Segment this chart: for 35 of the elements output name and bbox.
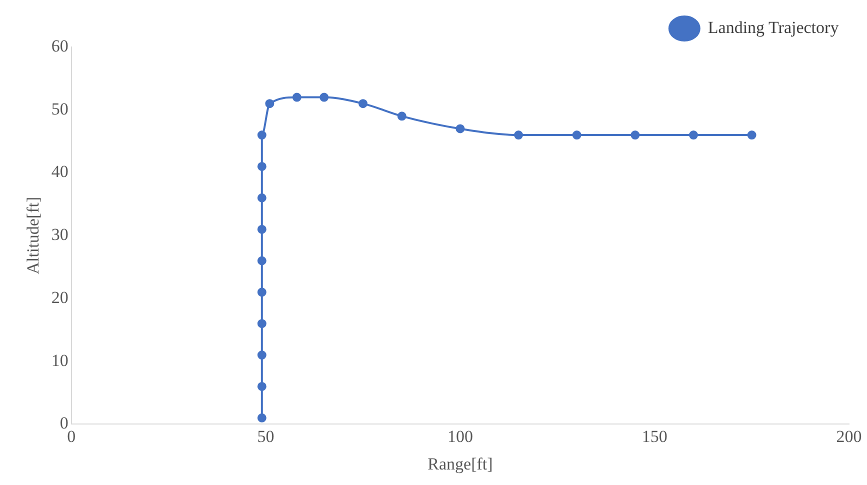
point: [257, 130, 266, 140]
y-tick-label: 10: [51, 350, 68, 370]
point: [257, 288, 266, 297]
point: [265, 99, 274, 108]
point: [358, 99, 368, 108]
point: [257, 350, 266, 360]
point: [257, 382, 266, 391]
y-tick-label: 0: [60, 414, 68, 433]
point: [514, 130, 524, 140]
point: [397, 112, 406, 121]
point: [292, 92, 302, 102]
x-tick-label: 100: [447, 426, 473, 446]
y-tick-label: 60: [51, 36, 68, 56]
point: [456, 124, 465, 134]
y-tick-label: 30: [51, 225, 68, 244]
y-axis-title: Altitude[ft]: [24, 196, 43, 274]
x-tick-label: 50: [257, 426, 274, 446]
legend-label: Landing Trajectory: [708, 18, 840, 37]
point: [572, 130, 582, 140]
point: [747, 130, 756, 140]
y-tick-label: 50: [51, 99, 68, 118]
point: [257, 413, 266, 422]
x-axis-title: Range[ft]: [428, 454, 493, 474]
y-tick-label: 20: [51, 288, 68, 307]
point: [257, 224, 266, 234]
y-tick-label: 40: [51, 162, 68, 182]
x-tick-label: 150: [642, 426, 668, 446]
x-tick-label: 200: [836, 426, 862, 446]
point: [257, 162, 266, 171]
point: [320, 92, 329, 102]
point: [257, 193, 266, 202]
point: [630, 130, 640, 140]
point: [688, 130, 698, 140]
point: [257, 256, 266, 266]
point: [257, 319, 266, 328]
